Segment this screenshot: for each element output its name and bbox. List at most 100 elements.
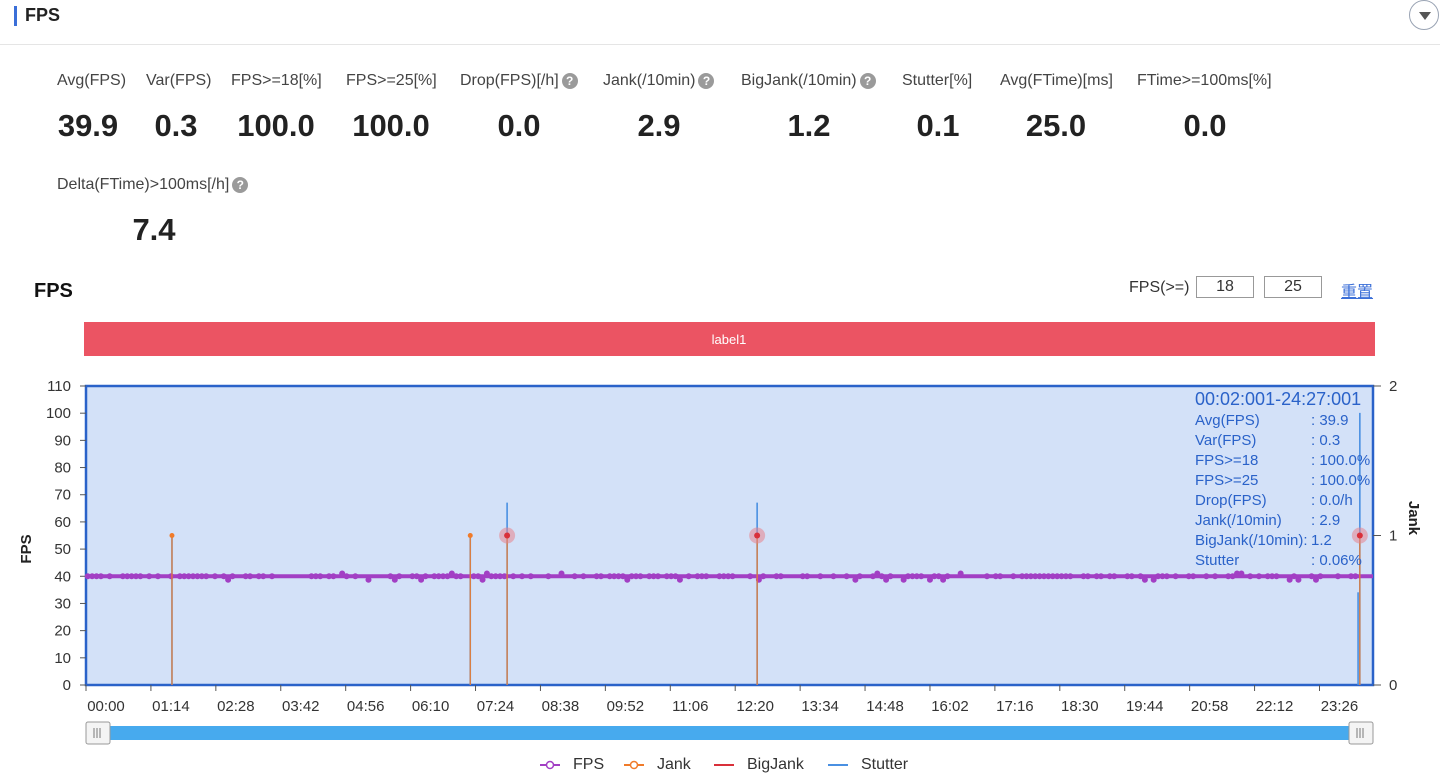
metric-value: 0.1 [916,108,960,143]
fps-point [817,573,824,580]
x-tick-label: 09:52 [607,698,645,715]
bigjank-point [504,532,511,539]
fps-point [225,576,232,583]
bigjank-point [1356,532,1363,539]
fps-threshold-high-input[interactable] [1264,276,1322,298]
fps-point [440,573,447,580]
fps-point [905,573,912,580]
fps-point [628,573,635,580]
fps-point [176,573,183,580]
fps-point [597,573,604,580]
fps-point [422,573,429,580]
fps-point [146,573,153,580]
fps-point [944,573,951,580]
x-tick-label: 03:42 [282,698,320,715]
label-band [84,322,1375,356]
fps-point [326,573,333,580]
fps-point [444,573,451,580]
chart-title: FPS [34,280,73,302]
range-slider-right-handle[interactable] [1348,721,1374,745]
fps-point [1229,573,1236,580]
x-tick-label: 11:06 [672,698,708,715]
fps-point [211,573,218,580]
help-icon[interactable]: ? [698,73,715,89]
fps-point [457,573,464,580]
metric-label: FPS>=25[%] [346,72,437,89]
fps-point [1225,573,1232,580]
fps-point [255,573,262,580]
x-tick-label: 12:20 [736,698,774,715]
fps-point [519,573,526,580]
fps-point [650,573,657,580]
fps-point [637,573,644,580]
help-icon[interactable]: ? [561,73,578,89]
fps-point [1036,573,1043,580]
fps-point [343,573,350,580]
legend-item-stutter[interactable]: Stutter [828,756,909,773]
fps-point [194,573,201,580]
fps-point [330,573,337,580]
fps-point [1080,573,1087,580]
fps-point [1234,570,1241,577]
fps-point [220,573,227,580]
y2-tick-label: 2 [1389,378,1397,395]
x-tick-label: 18:30 [1061,698,1099,715]
y-tick-label: 0 [63,677,71,694]
fps-point [1291,573,1298,580]
fps-point [260,573,267,580]
legend-item-fps[interactable]: FPS [540,756,604,773]
fps-point [1106,573,1113,580]
fps-point [887,573,894,580]
legend-item-jank[interactable]: Jank [624,756,692,773]
fps-point [1128,573,1135,580]
fps-point [703,573,710,580]
fps-point [1027,573,1034,580]
collapse-toggle-button[interactable] [1409,0,1439,30]
fps-point [935,573,942,580]
reset-link[interactable]: 重置 [1341,284,1374,301]
range-slider-left-handle[interactable] [85,721,111,745]
fps-threshold-low-input[interactable] [1196,276,1254,298]
fps-point [926,576,933,583]
fps-point [352,573,359,580]
x-tick-label: 20:58 [1191,698,1229,715]
fps-point [593,573,600,580]
fps-point [1203,573,1210,580]
summary-key: FPS>=18 [1195,452,1258,469]
fps-point [646,573,653,580]
fps-point [247,573,254,580]
fps-point [799,573,806,580]
metric-item: Jank(/10min)? [603,72,715,90]
fps-point [997,573,1004,580]
fps-markers [84,570,1359,583]
summary-value: 1.2 [1311,532,1332,549]
fps-point [181,573,188,580]
help-icon[interactable]: ? [232,177,249,193]
metric-item: Var(FPS) [146,72,211,90]
fps-point [760,573,767,580]
jank-point [467,533,473,538]
fps-point [1023,573,1030,580]
fps-point [777,573,784,580]
summary-key: Stutter [1195,552,1239,569]
fps-point [396,573,403,580]
metric-value: 7.4 [132,212,176,247]
fps-point [312,573,319,580]
fps-point [1247,573,1254,580]
summary-value: : 0.0/h [1311,492,1353,509]
fps-point [185,573,192,580]
metric-label: Drop(FPS)[/h] [460,72,559,89]
y-tick-label: 30 [54,595,71,612]
fps-point [957,570,964,577]
label-band-text: label1 [712,332,747,347]
help-icon[interactable]: ? [859,73,876,89]
fps-point [317,573,324,580]
metric-value: 100.0 [352,108,430,143]
fps-point [203,573,210,580]
fps-point [913,573,920,580]
fps-point [883,576,890,583]
fps-point [409,573,416,580]
legend-item-bigjank[interactable]: BigJank [714,756,805,773]
fps-point [1049,573,1056,580]
fps-point [435,573,442,580]
